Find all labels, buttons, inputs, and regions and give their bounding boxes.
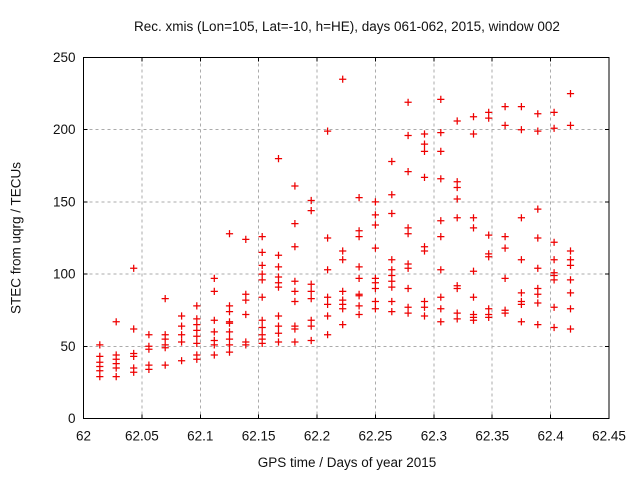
x-axis-label: GPS time / Days of year 2015 [257, 455, 437, 470]
svg-text:62.15: 62.15 [242, 429, 276, 444]
svg-text:250: 250 [53, 50, 76, 65]
x-tick-labels: 62 62.05 62.1 62.15 62.2 62.25 62.3 62.35 62.4 62… [76, 429, 626, 444]
svg-text:0: 0 [68, 411, 76, 426]
svg-text:100: 100 [53, 267, 76, 282]
svg-text:62.2: 62.2 [304, 429, 330, 444]
svg-text:62.25: 62.25 [359, 429, 393, 444]
svg-text:62.35: 62.35 [475, 429, 509, 444]
svg-text:62.3: 62.3 [421, 429, 447, 444]
svg-text:50: 50 [60, 339, 75, 354]
y-tick-labels: 0 50 100 150 200 250 [53, 50, 76, 426]
svg-text:62.05: 62.05 [125, 429, 159, 444]
stec-markers [96, 75, 575, 381]
data-points [96, 75, 575, 381]
svg-text:62.1: 62.1 [187, 429, 213, 444]
axes-frame [83, 57, 610, 419]
svg-text:62.45: 62.45 [592, 429, 626, 444]
svg-text:150: 150 [53, 194, 76, 209]
grid-lines [83, 57, 609, 419]
svg-text:62: 62 [76, 429, 91, 444]
svg-text:62.4: 62.4 [537, 429, 564, 444]
chart-title: Rec. xmis (Lon=105, Lat=-10, h=HE), days… [134, 19, 560, 34]
svg-text:200: 200 [53, 122, 76, 137]
